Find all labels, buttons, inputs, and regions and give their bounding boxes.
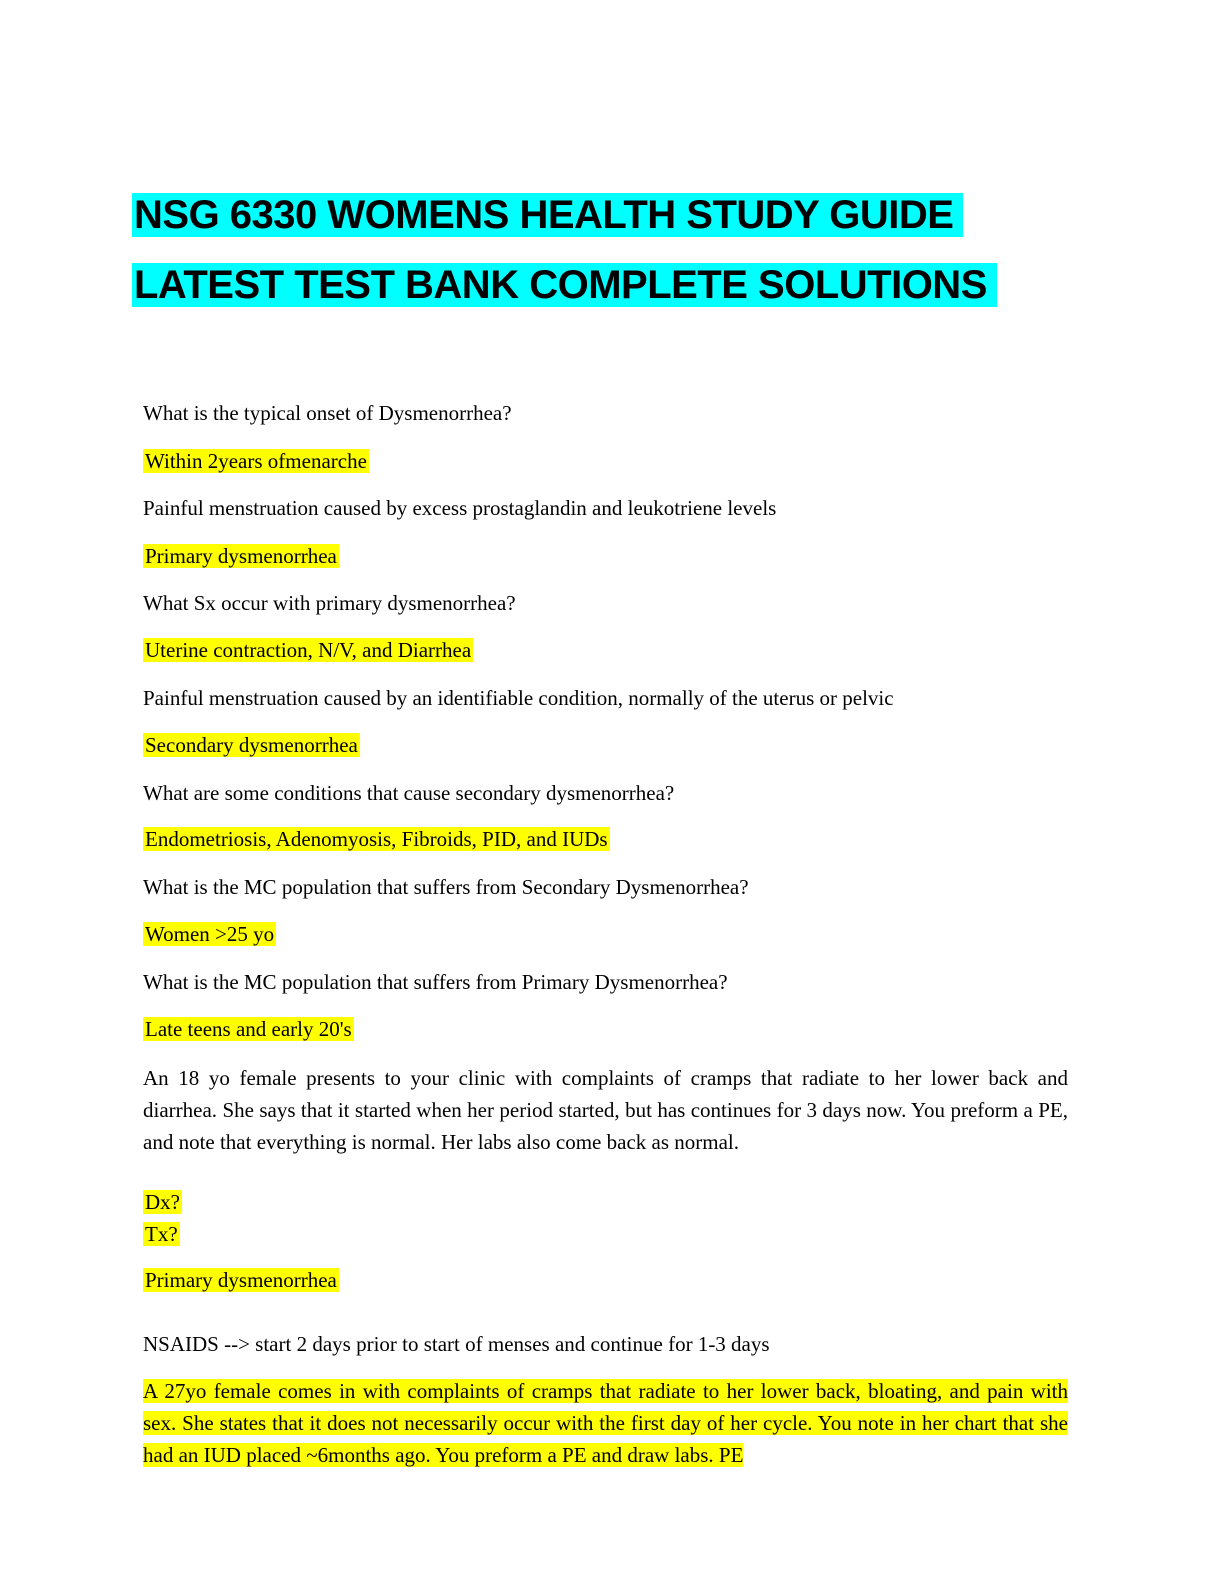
question-primary-population: What is the MC population that suffers f… [143, 970, 728, 994]
question-typical-onset: What is the typical onset of Dysmenorrhe… [143, 401, 512, 425]
question-conditions: What are some conditions that cause seco… [143, 781, 675, 805]
case-1-treatment: NSAIDS --> start 2 days prior to start o… [143, 1332, 770, 1356]
answer-secondary-population: Women >25 yo [143, 922, 277, 946]
question-prostaglandin: Painful menstruation caused by excess pr… [143, 496, 777, 520]
answer-primary-population: Late teens and early 20's [143, 1017, 354, 1041]
dx-prompt: Dx? [143, 1190, 182, 1214]
document-title-line-2: LATEST TEST BANK COMPLETE SOLUTIONS [132, 256, 997, 314]
answer-conditions: Endometriosis, Adenomyosis, Fibroids, PI… [143, 827, 610, 851]
answer-secondary-dysmenorrhea: Secondary dysmenorrhea [143, 733, 360, 757]
case-study-2: A 27yo female comes in with complaints o… [143, 1379, 1068, 1467]
case-1-answer: Primary dysmenorrhea [143, 1268, 339, 1292]
tx-prompt: Tx? [143, 1222, 180, 1246]
answer-typical-onset: Within 2years ofmenarche [143, 449, 369, 473]
answer-primary-dysmenorrhea: Primary dysmenorrhea [143, 544, 339, 568]
question-identifiable-condition: Painful menstruation caused by an identi… [143, 686, 894, 710]
question-symptoms: What Sx occur with primary dysmenorrhea? [143, 591, 516, 615]
question-secondary-population: What is the MC population that suffers f… [143, 875, 749, 899]
document-title-line-1: NSG 6330 WOMENS HEALTH STUDY GUIDE [132, 186, 964, 244]
answer-symptoms: Uterine contraction, N/V, and Diarrhea [143, 638, 474, 662]
case-study-1: An 18 yo female presents to your clinic … [143, 1066, 1068, 1154]
